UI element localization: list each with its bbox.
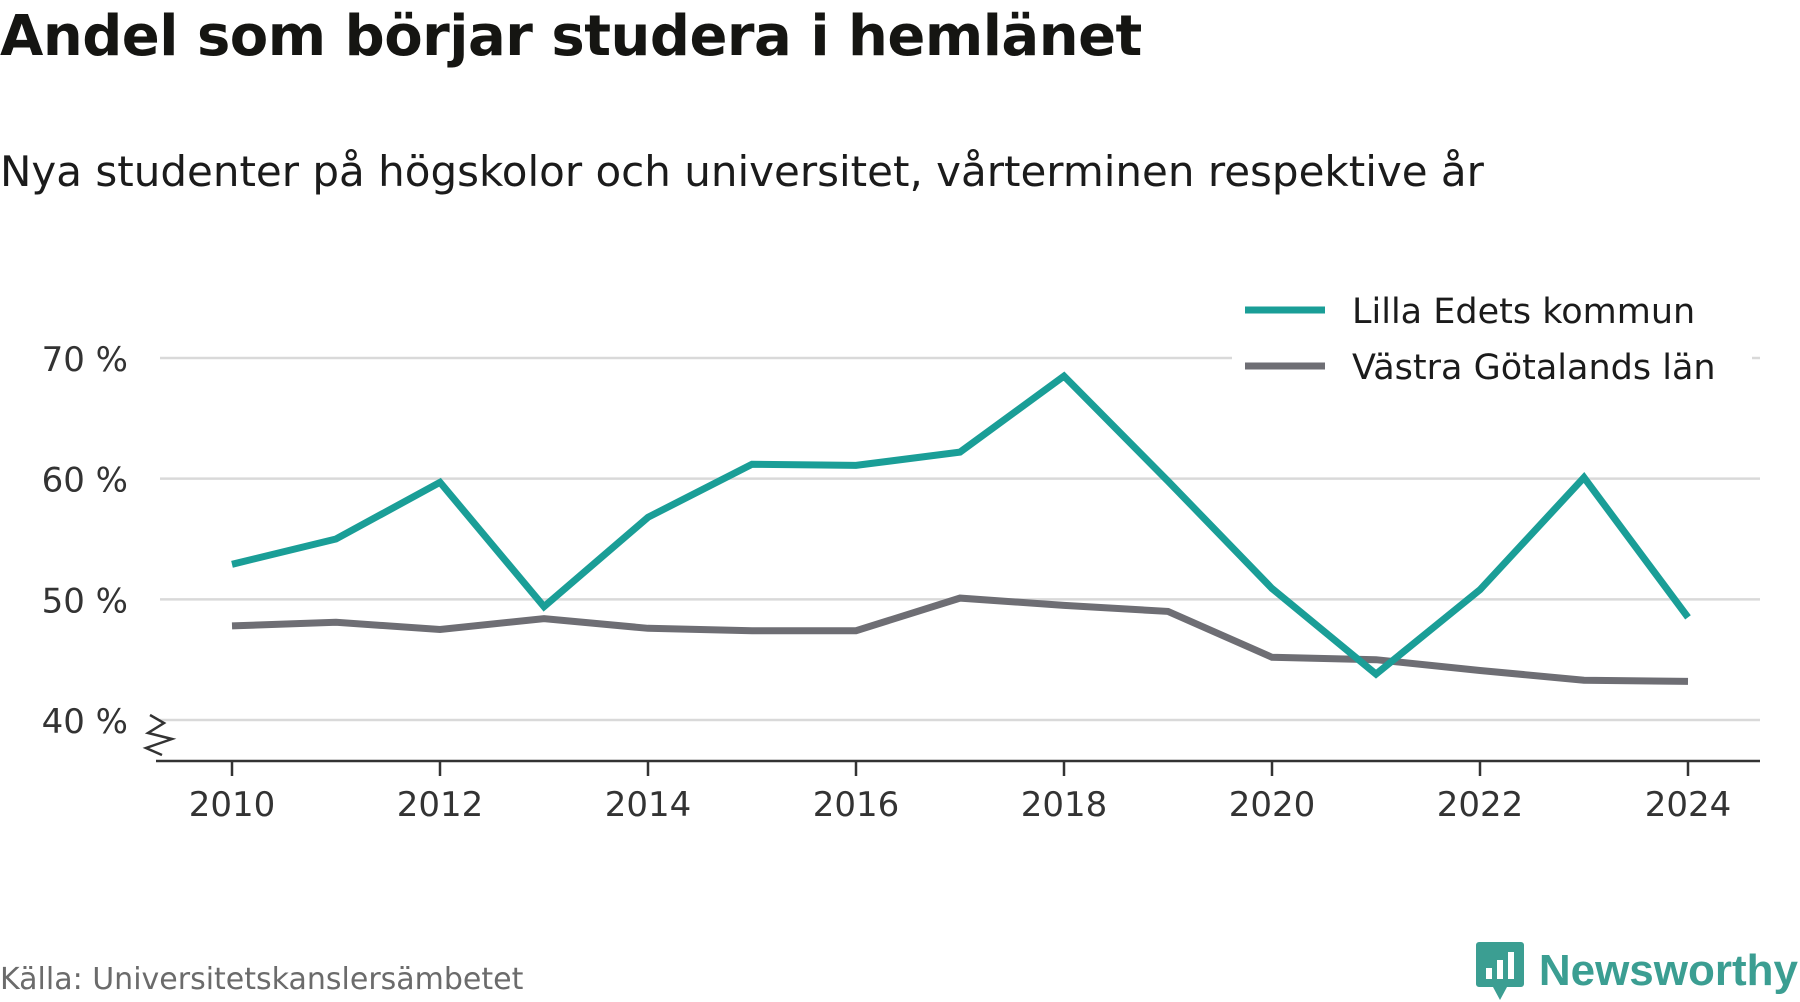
- newsworthy-logo-icon: [1475, 942, 1524, 1000]
- y-tick-label: 40 %: [42, 702, 128, 742]
- series-line-lilla-edets-kommun: [231, 371, 1691, 679]
- y-axis-break-icon: [142, 713, 177, 757]
- legend-background: [1232, 282, 1752, 392]
- newsworthy-logo: Newsworthy: [1475, 940, 1798, 1002]
- source-note: Källa: Universitetskanslersämbetet: [0, 962, 524, 997]
- chart-title: Andel som börjar studera i hemlänet: [0, 4, 1142, 69]
- y-axis-tick-labels: 40 % 50 % 60 % 70 %: [42, 340, 128, 742]
- series-line-vastra-gotalands-lan: [231, 594, 1689, 685]
- series-lines: [231, 371, 1691, 685]
- x-tick-label: 2014: [605, 785, 692, 825]
- x-tick-label: 2024: [1645, 785, 1732, 825]
- x-tick-label: 2012: [397, 785, 484, 825]
- gridlines: [160, 356, 1760, 722]
- x-axis: [142, 713, 1760, 776]
- legend: Lilla Edets kommun Västra Götalands län: [1232, 282, 1752, 392]
- x-tick-label: 2022: [1437, 785, 1524, 825]
- legend-label: Lilla Edets kommun: [1352, 292, 1695, 332]
- chart-subtitle: Nya studenter på högskolor och universit…: [0, 147, 1484, 196]
- newsworthy-logo-text: Newsworthy: [1538, 946, 1798, 995]
- x-axis-tick-labels: 2010 2012 2014 2016 2018 2020 2022 2024: [189, 785, 1732, 825]
- x-tick-label: 2018: [1021, 785, 1108, 825]
- y-tick-label: 70 %: [42, 340, 128, 380]
- y-tick-label: 60 %: [42, 461, 128, 501]
- x-tick-label: 2016: [813, 785, 900, 825]
- x-tick-label: 2010: [189, 785, 276, 825]
- y-tick-label: 50 %: [42, 581, 128, 621]
- x-tick-label: 2020: [1229, 785, 1316, 825]
- legend-label: Västra Götalands län: [1352, 348, 1716, 388]
